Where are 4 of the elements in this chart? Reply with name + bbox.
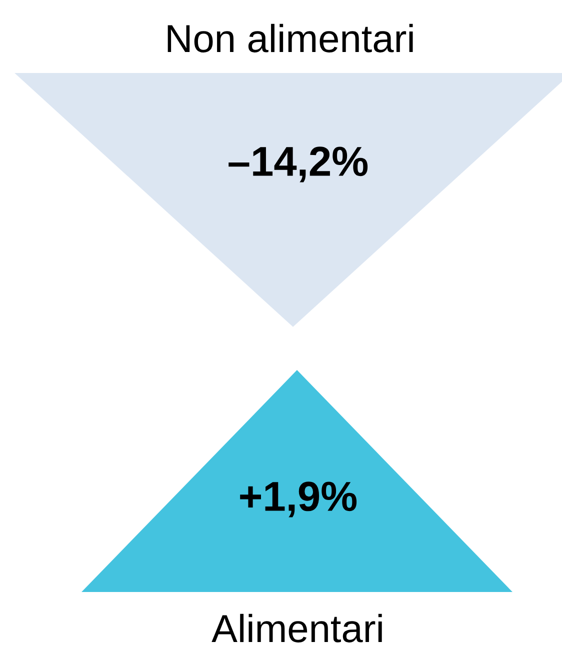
data-label: –14,2% (228, 146, 368, 182)
data-label: +1,9% (240, 482, 357, 518)
category-label: Alimentari (212, 614, 382, 642)
category-label: Non alimentari (168, 24, 413, 52)
